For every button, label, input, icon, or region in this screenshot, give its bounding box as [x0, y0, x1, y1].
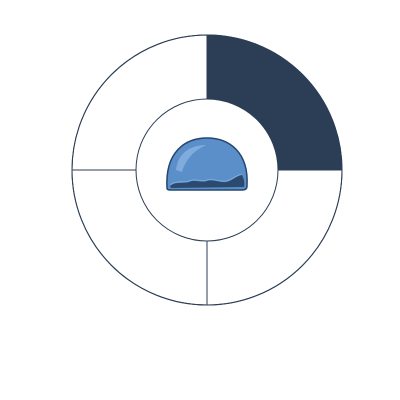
water-dome-icon — [166, 137, 248, 191]
outer-ring — [71, 34, 343, 306]
